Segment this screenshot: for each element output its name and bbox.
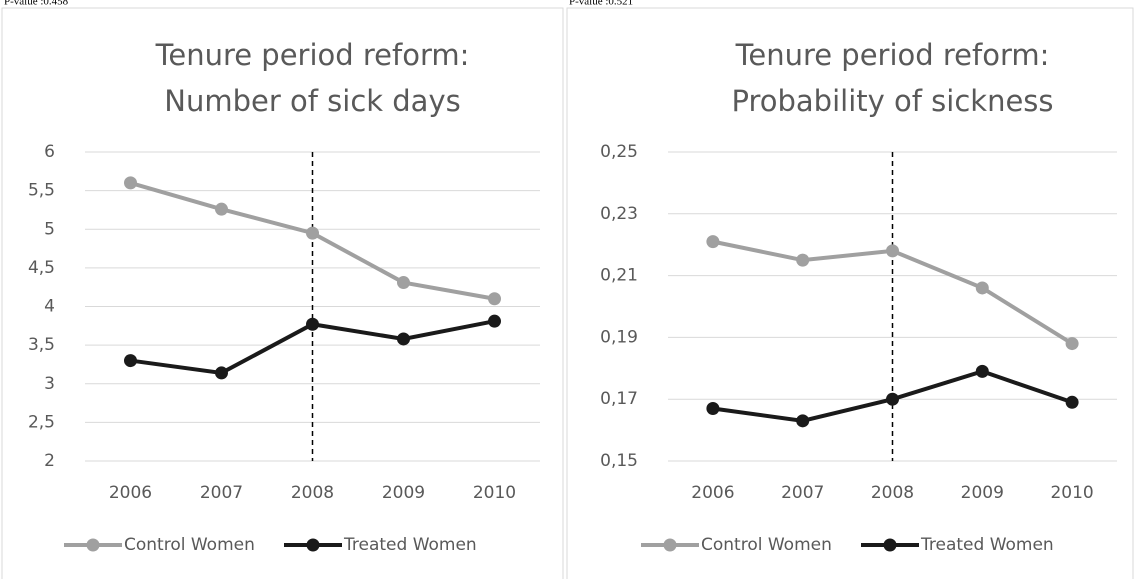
point [1065, 337, 1079, 351]
x-tick-label: 2009 [961, 483, 1004, 503]
chart-title: Number of sick days [164, 84, 460, 118]
chart-title: Tenure period reform: [735, 38, 1050, 72]
legend-marker [306, 538, 320, 552]
x-tick-label: 2006 [691, 483, 734, 503]
y-tick-label: 5 [44, 219, 55, 239]
point [215, 202, 228, 216]
legend-marker [883, 538, 897, 552]
chart-title: Probability of sickness [731, 84, 1053, 118]
chart-title: Tenure period reform: [155, 38, 470, 72]
x-tick-label: 2008 [871, 483, 914, 503]
legend-label: Treated Women [343, 535, 477, 555]
annotation: P-value :0.521 [569, 0, 633, 8]
y-tick-label: 2 [44, 451, 55, 471]
legend-label: Control Women [124, 535, 255, 555]
y-tick-label: 0,17 [600, 389, 638, 409]
y-tick-label: 0,25 [600, 142, 638, 162]
point [124, 354, 137, 368]
point [796, 414, 810, 428]
legend-marker [663, 538, 677, 552]
point [488, 292, 501, 306]
point [706, 235, 720, 249]
point [488, 314, 501, 328]
point [796, 253, 810, 267]
y-tick-label: 0,23 [600, 204, 638, 224]
panel [566, 7, 1134, 583]
x-tick-label: 2006 [109, 483, 152, 503]
point [975, 281, 989, 295]
legend-label: Control Women [701, 535, 832, 555]
y-tick-label: 0,21 [600, 266, 638, 286]
x-tick-label: 2010 [1050, 483, 1093, 503]
x-tick-label: 2008 [291, 483, 334, 503]
y-tick-label: 4 [44, 297, 55, 317]
x-tick-label: 2009 [382, 483, 425, 503]
point [397, 276, 410, 290]
x-tick-label: 2007 [200, 483, 243, 503]
point [306, 226, 319, 240]
point [124, 176, 137, 190]
legend-label: Treated Women [920, 535, 1054, 555]
x-tick-label: 2010 [473, 483, 516, 503]
point [975, 364, 989, 378]
point [886, 244, 899, 258]
legend-marker [86, 538, 100, 552]
y-tick-label: 6 [44, 142, 55, 162]
y-tick-label: 3,5 [28, 335, 55, 355]
y-tick-label: 2,5 [28, 412, 55, 432]
x-tick-label: 2007 [781, 483, 824, 503]
y-tick-label: 0,15 [600, 451, 638, 471]
y-tick-label: 5,5 [28, 181, 55, 201]
point [706, 401, 720, 415]
panel [1, 7, 564, 583]
point [397, 332, 410, 346]
y-tick-label: 0,19 [600, 327, 638, 347]
y-tick-label: 4,5 [28, 258, 55, 278]
point [1065, 395, 1079, 409]
point [215, 366, 228, 380]
y-tick-label: 3 [44, 374, 55, 394]
point [306, 317, 319, 331]
annotation: P-value :0.458 [4, 0, 69, 8]
point [886, 392, 899, 406]
